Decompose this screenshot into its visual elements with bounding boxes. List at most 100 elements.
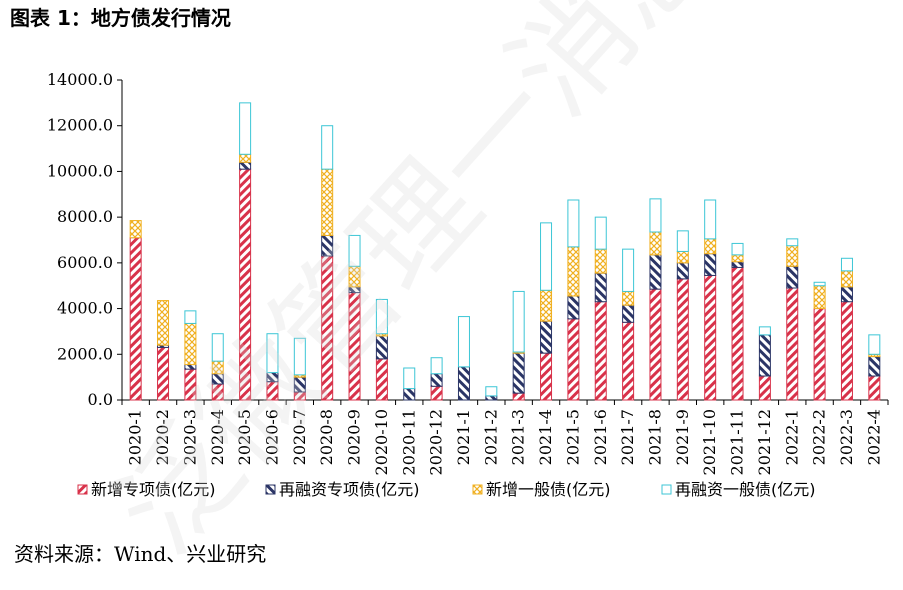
chart-bars bbox=[129, 102, 881, 401]
y-tick-label: 10000.0 bbox=[47, 161, 113, 180]
bar-segment bbox=[485, 395, 498, 401]
bar-segment bbox=[184, 310, 197, 324]
bar-segment bbox=[813, 281, 826, 287]
x-tick-label: 2020-12 bbox=[427, 409, 446, 475]
legend-label: 新增一般债(亿元) bbox=[486, 480, 611, 499]
bar-segment bbox=[731, 242, 744, 256]
x-tick-label: 2020-1 bbox=[126, 409, 145, 465]
bar-segment bbox=[239, 153, 252, 163]
x-tick-label: 2020-6 bbox=[262, 409, 281, 465]
bar-segment bbox=[704, 274, 717, 401]
bar-segment bbox=[239, 168, 252, 401]
bar-segment bbox=[758, 326, 771, 336]
bar-segment bbox=[622, 321, 635, 401]
bar-segment bbox=[266, 381, 279, 401]
x-tick-label: 2021-8 bbox=[645, 409, 664, 465]
bar-segment bbox=[540, 320, 553, 354]
bar-segment bbox=[731, 266, 744, 401]
bar-segment bbox=[758, 334, 771, 377]
bar-segment bbox=[786, 265, 799, 289]
bar-segment bbox=[813, 308, 826, 401]
bar-segment bbox=[211, 360, 224, 375]
bar-segment bbox=[485, 386, 498, 397]
legend-label: 再融资专项债(亿元) bbox=[279, 480, 420, 499]
bar-segment bbox=[676, 262, 689, 280]
bar-segment bbox=[321, 234, 334, 257]
legend-swatch bbox=[661, 484, 672, 495]
x-tick-label: 2020-3 bbox=[180, 409, 199, 465]
x-tick-label: 2021-11 bbox=[728, 409, 747, 475]
bar-segment bbox=[293, 391, 306, 401]
bar-segment bbox=[211, 383, 224, 401]
bar-segment bbox=[266, 372, 279, 383]
bar-segment bbox=[704, 199, 717, 240]
bar-segment bbox=[157, 300, 170, 346]
x-tick-label: 2020-10 bbox=[372, 409, 391, 475]
bar-segment bbox=[622, 304, 635, 323]
legend-label: 再融资一般债(亿元) bbox=[675, 480, 816, 499]
bar-segment bbox=[184, 368, 197, 401]
bar-segment bbox=[430, 373, 443, 387]
bar-segment bbox=[457, 366, 470, 401]
bar-segment bbox=[594, 301, 607, 401]
bar-segment bbox=[239, 161, 252, 170]
bar-segment bbox=[868, 356, 881, 377]
bar-segment bbox=[813, 285, 826, 310]
bar-segment bbox=[348, 265, 361, 288]
bar-segment bbox=[293, 337, 306, 376]
x-tick-label: 2020-5 bbox=[235, 409, 254, 465]
chart-tick-labels: 0.0 2000.0 4000.0 6000.0 8000.0 10000.0 12000.… bbox=[47, 70, 883, 475]
bar-segment bbox=[622, 248, 635, 292]
bar-segment bbox=[129, 220, 142, 239]
bar-segment bbox=[321, 168, 334, 236]
legend-swatch bbox=[77, 484, 88, 495]
x-tick-label: 2021-3 bbox=[509, 409, 528, 465]
legend-label: 新增专项债(亿元) bbox=[91, 480, 216, 499]
bar-segment bbox=[567, 318, 580, 401]
x-tick-label: 2021-1 bbox=[454, 409, 473, 465]
bar-segment bbox=[649, 198, 662, 233]
y-tick-label: 12000.0 bbox=[47, 116, 113, 135]
y-tick-label: 6000.0 bbox=[57, 253, 113, 272]
x-tick-label: 2020-9 bbox=[345, 409, 364, 465]
y-tick-label: 2000.0 bbox=[57, 344, 113, 363]
bar-segment bbox=[786, 245, 799, 267]
bar-segment bbox=[840, 257, 853, 272]
bar-segment bbox=[403, 388, 416, 401]
bar-segment bbox=[567, 246, 580, 297]
bar-segment bbox=[704, 253, 717, 276]
bar-segment bbox=[840, 286, 853, 303]
bar-segment bbox=[567, 199, 580, 248]
bar-segment bbox=[786, 238, 799, 247]
bar-segment bbox=[840, 270, 853, 288]
x-tick-label: 2021-10 bbox=[700, 409, 719, 475]
bar-segment bbox=[594, 216, 607, 250]
bar-segment bbox=[840, 301, 853, 401]
x-tick-label: 2022-4 bbox=[864, 409, 883, 465]
bar-segment bbox=[211, 333, 224, 362]
bar-segment bbox=[184, 364, 197, 370]
bar-segment bbox=[129, 237, 142, 401]
bar-segment bbox=[403, 367, 416, 390]
x-tick-label: 2020-4 bbox=[208, 409, 227, 465]
chart-axes bbox=[117, 79, 889, 405]
bar-segment bbox=[457, 316, 470, 368]
y-tick-label: 14000.0 bbox=[47, 70, 113, 89]
x-tick-label: 2021-2 bbox=[481, 409, 500, 465]
x-tick-label: 2021-7 bbox=[618, 409, 637, 465]
bar-segment bbox=[676, 250, 689, 264]
y-tick-label: 4000.0 bbox=[57, 299, 113, 318]
x-tick-label: 2020-8 bbox=[317, 409, 336, 465]
bar-segment bbox=[430, 385, 443, 401]
bar-segment bbox=[375, 298, 388, 335]
bar-segment bbox=[184, 322, 197, 366]
bar-segment bbox=[731, 254, 744, 263]
bar-segment bbox=[430, 357, 443, 375]
bar-segment bbox=[348, 234, 361, 267]
bar-segment bbox=[157, 346, 170, 401]
chart-legend: 新增专项债(亿元) 再融资专项债(亿元) 新增一般债(亿元) 再融资一般债(亿元) bbox=[77, 480, 816, 499]
bar-segment bbox=[375, 335, 388, 360]
bar-segment bbox=[676, 230, 689, 252]
bar-segment bbox=[868, 375, 881, 401]
